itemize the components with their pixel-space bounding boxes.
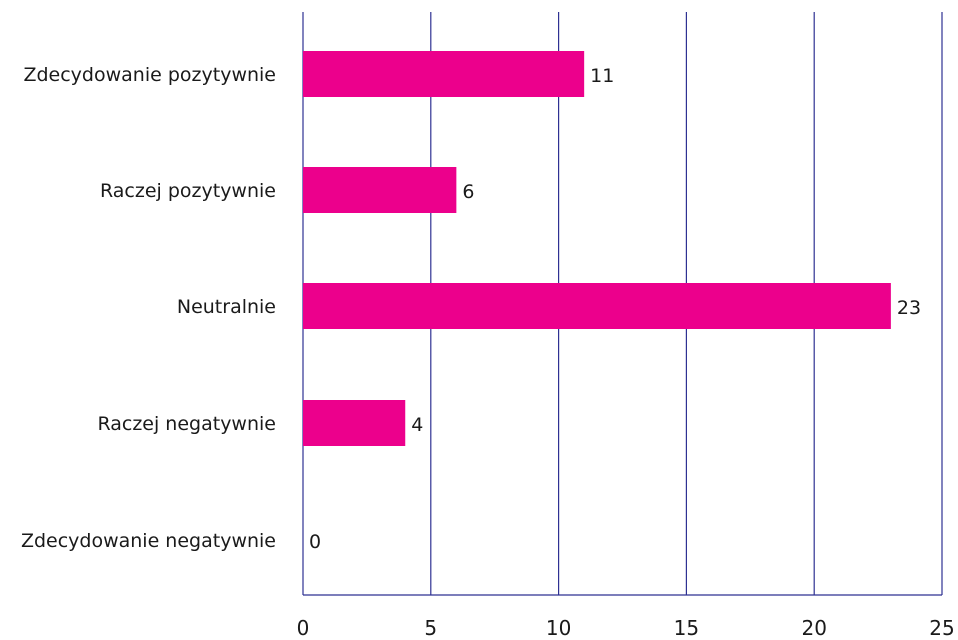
labels-layer: Zdecydowanie pozytywnie 11 Raczej pozytywn… (21, 64, 921, 553)
bar-3 (303, 283, 891, 329)
bar-2 (303, 167, 457, 213)
bars-layer (303, 51, 891, 446)
category-label-3: Neutralnie (177, 296, 276, 318)
category-label-4: Raczej negatywnie (97, 413, 276, 435)
x-axis-ticks: 0 5 10 15 20 25 (297, 616, 955, 640)
value-label-2: 6 (462, 181, 474, 203)
category-label-5: Zdecydowanie negatywnie (21, 530, 276, 552)
x-tick-label-25: 25 (929, 616, 954, 640)
category-label-1: Zdecydowanie pozytywnie (23, 64, 276, 86)
category-label-2: Raczej pozytywnie (100, 180, 276, 202)
x-tick-label-15: 15 (674, 616, 699, 640)
x-tick-label-5: 5 (424, 616, 437, 640)
value-label-3: 23 (897, 297, 921, 319)
bar-4 (303, 400, 406, 446)
x-tick-label-0: 0 (297, 616, 310, 640)
value-label-1: 11 (590, 65, 614, 87)
value-label-4: 4 (411, 414, 423, 436)
value-label-5: 0 (309, 531, 321, 553)
x-tick-label-10: 10 (546, 616, 571, 640)
bar-1 (303, 51, 585, 97)
x-tick-label-20: 20 (801, 616, 826, 640)
